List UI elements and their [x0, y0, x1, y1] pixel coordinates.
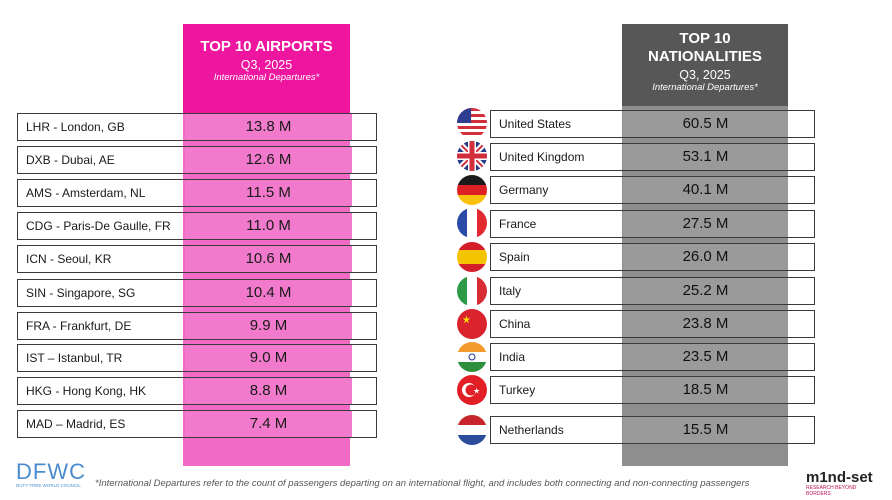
nationality-row: Italy 25.2 M [490, 277, 815, 305]
airport-name: DXB - Dubai, AE [26, 153, 115, 167]
nationality-value: 26.0 M [623, 244, 788, 270]
nationalities-title-line2: NATIONALITIES [648, 48, 762, 65]
airports-subtitle: International Departures* [213, 72, 320, 83]
italy-flag-icon [457, 276, 487, 306]
airport-name: IST – Istanbul, TR [26, 351, 123, 365]
airport-value: 11.0 M [185, 213, 352, 239]
dfwc-logo-subtext: DUTY FREE WORLD COUNCIL [16, 483, 81, 488]
airport-row: MAD – Madrid, ES 7.4 M [17, 410, 377, 438]
mindset-logo-text: m1nd-set [806, 469, 873, 486]
airport-name: LHR - London, GB [26, 120, 125, 134]
nationalities-period: Q3, 2025 [679, 68, 731, 82]
airport-value: 9.9 M [185, 313, 352, 339]
nationality-value: 18.5 M [623, 377, 788, 403]
nationality-name: Turkey [499, 383, 536, 397]
nationality-row: Spain 26.0 M [490, 243, 815, 271]
mindset-logo-subtext: RESEARCH BEYOND BORDERS [806, 485, 857, 497]
svg-text:★: ★ [473, 387, 480, 396]
airports-period: Q3, 2025 [240, 58, 293, 72]
nationality-name: United Kingdom [499, 150, 585, 164]
spain-flag-icon [457, 242, 487, 272]
us-flag-icon [457, 108, 487, 138]
airport-name: SIN - Singapore, SG [26, 286, 136, 300]
nationality-value: 60.5 M [623, 111, 788, 137]
nationality-name: France [499, 217, 537, 231]
nationality-value: 23.8 M [623, 311, 788, 337]
dfwc-logo: DFWC DUTY FREE WORLD COUNCIL [16, 459, 86, 495]
nationality-value: 25.2 M [623, 278, 788, 304]
uk-flag-icon [457, 141, 487, 171]
nationality-name: Italy [499, 284, 522, 298]
airport-name: FRA - Frankfurt, DE [26, 319, 132, 333]
airport-value: 11.5 M [185, 180, 352, 206]
airport-row: DXB - Dubai, AE 12.6 M [17, 146, 377, 174]
nationality-value: 15.5 M [623, 417, 788, 443]
airport-name: AMS - Amsterdam, NL [26, 186, 146, 200]
nationality-name: Spain [499, 250, 530, 264]
nationality-row: India 23.5 M [490, 343, 815, 371]
germany-flag-icon [457, 175, 487, 205]
airport-value: 13.8 M [185, 114, 352, 140]
airports-header [183, 24, 350, 114]
nationality-row: Turkey 18.5 M [490, 376, 815, 404]
airport-row: FRA - Frankfurt, DE 9.9 M [17, 312, 377, 340]
airport-value: 8.8 M [185, 378, 352, 404]
airport-row: ICN - Seoul, KR 10.6 M [17, 245, 377, 273]
airport-name: CDG - Paris-De Gaulle, FR [26, 219, 171, 233]
nationality-value: 53.1 M [623, 144, 788, 170]
nationality-name: China [499, 317, 531, 331]
nationality-row: Netherlands 15.5 M [490, 416, 815, 444]
nationality-value: 27.5 M [623, 211, 788, 237]
airport-value: 12.6 M [185, 147, 352, 173]
airport-name: ICN - Seoul, KR [26, 252, 112, 266]
airport-row: AMS - Amsterdam, NL 11.5 M [17, 179, 377, 207]
nationalities-title-line1: TOP 10 [679, 30, 731, 47]
nationalities-header [622, 24, 788, 106]
nationalities-subtitle: International Departures* [652, 82, 758, 93]
india-flag-icon [457, 342, 487, 372]
nationality-name: Netherlands [499, 423, 564, 437]
airport-name: MAD – Madrid, ES [26, 417, 126, 431]
airports-header-text: TOP 10 AIRPORTS Q3, 2025 International D… [183, 38, 350, 84]
svg-text:★: ★ [462, 315, 471, 326]
airport-value: 9.0 M [185, 345, 352, 371]
footnote: *International Departures refer to the c… [95, 478, 750, 489]
france-flag-icon [457, 208, 487, 238]
nationality-name: Germany [499, 183, 549, 197]
turkey-flag-icon: ★ [457, 375, 487, 405]
nationality-row: United Kingdom 53.1 M [490, 143, 815, 171]
airport-value: 10.6 M [185, 246, 352, 272]
nationality-value: 23.5 M [623, 344, 788, 370]
nationality-row: France 27.5 M [490, 210, 815, 238]
airport-row: IST – Istanbul, TR 9.0 M [17, 344, 377, 372]
nationality-name: India [499, 350, 526, 364]
netherlands-flag-icon [457, 415, 487, 445]
dfwc-logo-text: DFWC [16, 459, 86, 484]
china-flag-icon: ★ [457, 309, 487, 339]
nationalities-header-text: TOP 10 NATIONALITIES Q3, 2025 Internatio… [622, 30, 788, 94]
airport-name: HKG - Hong Kong, HK [26, 384, 147, 398]
nationality-row: Germany 40.1 M [490, 176, 815, 204]
nationality-name: United States [499, 117, 572, 131]
nationality-value: 40.1 M [623, 177, 788, 203]
airport-row: HKG - Hong Kong, HK 8.8 M [17, 377, 377, 405]
airport-row: CDG - Paris-De Gaulle, FR 11.0 M [17, 212, 377, 240]
airport-value: 10.4 M [185, 280, 352, 306]
nationality-row: United States 60.5 M [490, 110, 815, 138]
airport-row: SIN - Singapore, SG 10.4 M [17, 279, 377, 307]
nationality-row: China 23.8 M [490, 310, 815, 338]
airports-title: TOP 10 AIRPORTS [200, 38, 333, 55]
airport-row: LHR - London, GB 13.8 M [17, 113, 377, 141]
mindset-logo: m1nd-set RESEARCH BEYOND BORDERS [806, 469, 878, 497]
airport-value: 7.4 M [185, 411, 352, 437]
